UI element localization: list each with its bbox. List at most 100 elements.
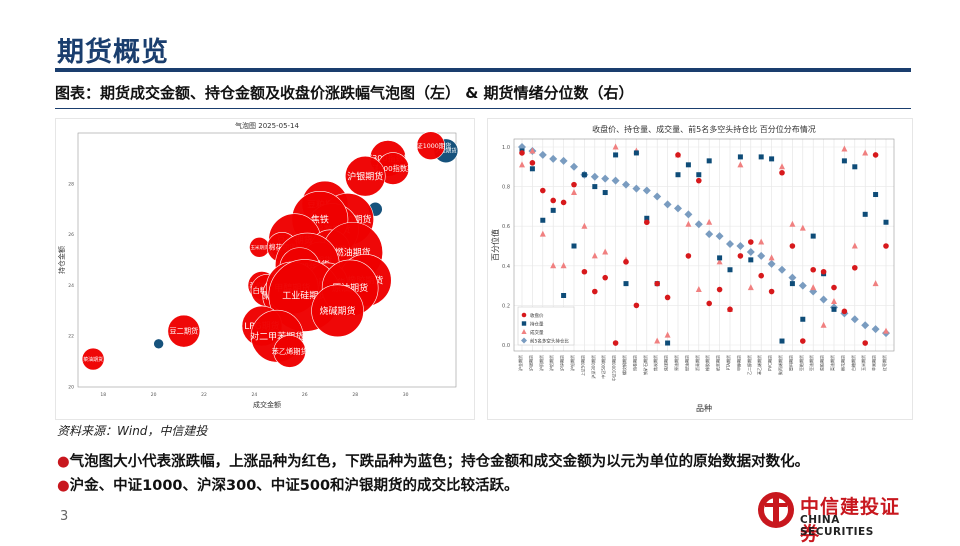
volume-marker (560, 262, 567, 269)
open-interest-marker (706, 158, 712, 164)
ratio-marker (674, 204, 682, 213)
close-price-marker (654, 280, 660, 287)
volume-marker (768, 254, 775, 261)
x-tick-label: 22 (201, 392, 207, 398)
bubble-label: 中证1000期货 (410, 141, 451, 150)
ratio-marker (850, 315, 859, 324)
bubble-label: 苯乙烯期货 (272, 347, 308, 356)
close-price-marker (820, 268, 827, 275)
ratio-marker (559, 156, 568, 165)
bubble-label: 沪金期货 (435, 147, 457, 155)
x-tick-label: 沪铅期货 (569, 355, 575, 371)
x-tick-label: 30 (403, 392, 409, 398)
x-tick-label: 沪铜期货 (538, 355, 544, 371)
y-tick-label: 28 (68, 181, 74, 187)
open-interest-marker (758, 154, 764, 160)
y-tick-label: 24 (68, 283, 74, 289)
volume-marker (789, 220, 796, 227)
volume-marker (581, 222, 588, 229)
x-tick-label: 聚丙烯期货 (777, 355, 783, 375)
caption-divider (55, 108, 911, 109)
volume-marker (716, 258, 723, 265)
ratio-marker (632, 184, 641, 193)
x-tick-label: 豆粕期货 (798, 355, 804, 371)
bubble-point (416, 131, 446, 161)
ratio-marker (788, 273, 797, 282)
volume-marker (758, 238, 765, 245)
legend-marker (521, 321, 527, 326)
close-price-marker (758, 272, 764, 279)
bubble-label: 中证500指数期货 (365, 164, 422, 173)
x-tick-label: 焦炭期货 (652, 355, 658, 371)
bullet-dot-icon: ● (57, 454, 70, 470)
x-tick-label: 螺纹钢期货 (621, 355, 627, 375)
x-tick-label: 橡胶期货 (704, 355, 710, 371)
ratio-marker (736, 242, 745, 250)
close-price-marker (810, 266, 816, 273)
x-tick-label: 焦煤期货 (663, 355, 669, 371)
volume-marker (851, 242, 858, 249)
close-price-marker (852, 264, 858, 271)
x-tick-label: 26 (302, 392, 308, 398)
volume-marker (841, 145, 848, 152)
company-logo: 中信建投证券 CHINA SECURITIES (756, 490, 916, 545)
close-price-marker (540, 187, 546, 194)
open-interest-marker (550, 207, 556, 213)
open-interest-marker (717, 255, 723, 261)
open-interest-marker (831, 306, 837, 312)
close-price-marker (737, 253, 744, 259)
open-interest-marker (592, 184, 598, 190)
bubble-label: 沪银期货 (347, 170, 383, 182)
logo-text-en: CHINA SECURITIES (800, 514, 874, 538)
source-note: 资料来源：Wind，中信建投 (57, 424, 208, 438)
legend-label: 收盘价 (530, 312, 544, 319)
x-tick-label: 沪锌期货 (559, 355, 565, 371)
chart-title: 气泡图 2025-05-14 (235, 121, 299, 130)
volume-marker (779, 163, 785, 170)
close-price-marker (872, 152, 879, 158)
page-title: 期货概览 (57, 37, 169, 68)
close-price-marker (685, 253, 692, 259)
open-interest-marker (665, 340, 671, 346)
bubble-point (344, 155, 386, 197)
volume-marker (539, 230, 546, 237)
open-interest-marker (540, 217, 546, 223)
bubble-label: 烧碱期货 (320, 305, 356, 317)
close-price-marker (519, 150, 525, 156)
close-price-marker (748, 239, 754, 245)
x-tick-label: 中证500期货 (600, 355, 606, 379)
close-price-marker (706, 300, 712, 307)
close-price-marker (581, 268, 588, 275)
close-price-marker (623, 259, 629, 265)
x-tick-label: 豆油期货 (808, 355, 814, 371)
open-interest-marker (529, 166, 535, 172)
bubble-label: 焦铁 (311, 214, 329, 226)
x-tick-label: 沪铝期货 (548, 355, 554, 371)
close-price-marker (571, 181, 577, 188)
open-interest-marker (623, 281, 629, 287)
volume-marker (706, 218, 713, 225)
open-interest-marker (675, 172, 681, 178)
ratio-marker (549, 154, 558, 163)
close-price-marker (675, 152, 681, 158)
y-tick-label: 0.0 (502, 343, 510, 349)
close-price-marker (633, 302, 640, 309)
x-tick-label: 18 (100, 392, 106, 398)
open-interest-marker (644, 215, 650, 221)
ratio-marker (538, 150, 547, 159)
bubble-label: 豆二期货 (169, 327, 198, 336)
y-tick-label: 0.8 (502, 185, 510, 191)
legend-marker (521, 329, 527, 334)
open-interest-marker (571, 243, 577, 249)
ratio-marker (653, 192, 662, 201)
x-tick-label: 原油期货 (673, 355, 679, 371)
close-price-marker (841, 308, 848, 315)
legend-marker (521, 337, 527, 344)
ratio-marker (684, 210, 693, 219)
bullet-dot-icon: ● (57, 478, 70, 494)
y-tick-label: 0.2 (502, 303, 510, 309)
open-interest-marker (769, 156, 775, 162)
open-interest-marker (696, 172, 702, 178)
open-interest-marker (779, 338, 785, 344)
open-interest-marker (561, 293, 567, 298)
